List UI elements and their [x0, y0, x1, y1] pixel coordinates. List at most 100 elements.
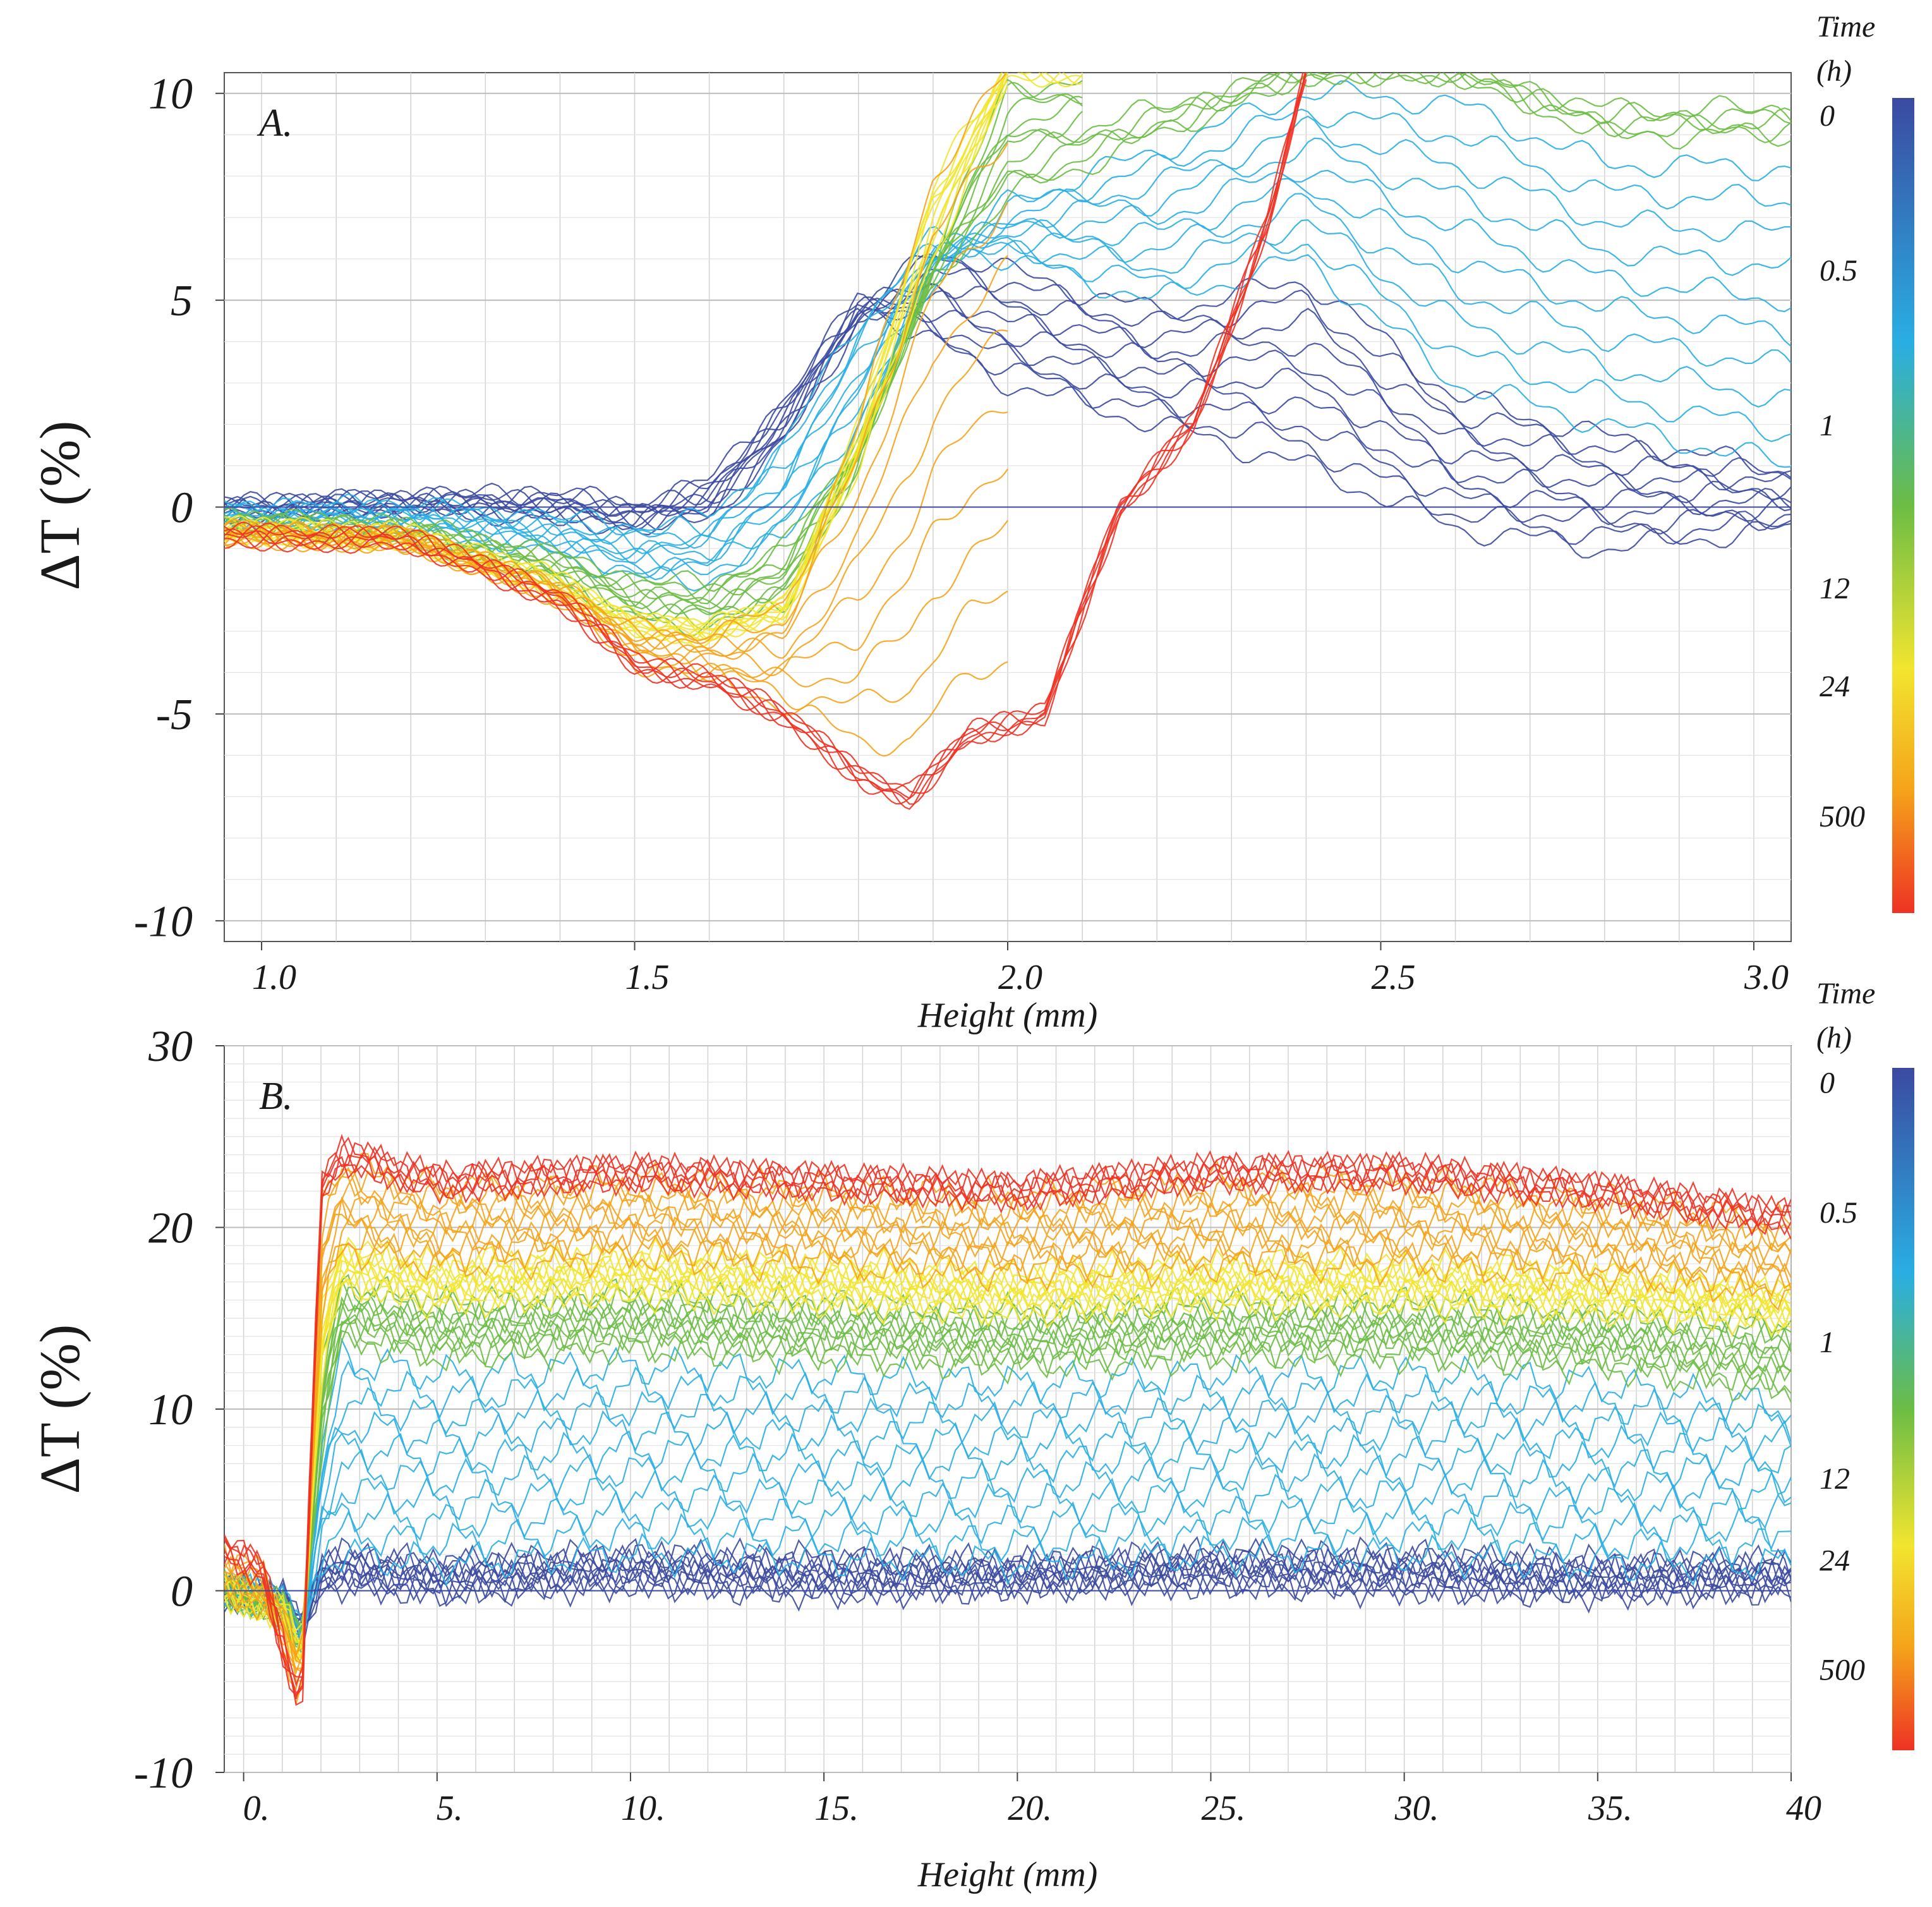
series-line-0.5h — [224, 1360, 1791, 1629]
x-tick-label: 10. — [621, 1789, 665, 1828]
series-line-0.5h — [224, 1387, 1791, 1642]
series-line-0h — [224, 1538, 1791, 1627]
colorbar-label: 12 — [1820, 1462, 1850, 1496]
panel-b-series — [224, 1134, 1791, 1706]
series-line-0.5h — [224, 1510, 1791, 1632]
panel-b-ylabel: ΔT (%) — [29, 1324, 92, 1494]
series-line-12h — [224, 73, 1003, 648]
x-tick-label: 1.0 — [252, 958, 296, 997]
x-tick-label: 30. — [1394, 1789, 1439, 1828]
series-line-500h — [224, 1141, 1791, 1700]
x-tick-label: 5. — [437, 1789, 463, 1828]
series-line-0h — [224, 1535, 1791, 1623]
series-line-0.5h — [224, 115, 1791, 581]
series-line-0h — [224, 1553, 1791, 1635]
series-line-24h — [224, 468, 1008, 682]
panel-a-label: A. — [257, 102, 293, 145]
panel-b-colorbar: Time (h) 0 0.5 1 12 24 500 — [1816, 977, 1914, 1750]
x-tick-label: 20. — [1008, 1789, 1052, 1828]
colorbar-label: 24 — [1820, 1544, 1850, 1578]
series-line-12h — [224, 73, 1008, 644]
y-tick-label: 10 — [148, 1386, 193, 1434]
series-line-24h — [224, 73, 1007, 650]
y-tick-label: 0 — [171, 484, 193, 533]
x-tick-label: 0. — [243, 1789, 270, 1828]
x-tick-label: 35. — [1588, 1789, 1633, 1828]
series-line-0.5h — [224, 80, 1791, 592]
x-tick-label: 25. — [1201, 1789, 1245, 1828]
series-line-0.5h — [224, 137, 1791, 572]
panel-b-colorbar-title: Time — [1816, 977, 1875, 1010]
series-line-12h — [224, 1236, 1791, 1642]
panel-b-xlabel: Height (mm) — [917, 1855, 1098, 1894]
panel-b-colorbar-unit: (h) — [1816, 1021, 1852, 1055]
series-line-1h — [224, 1286, 1791, 1649]
x-tick-label: 40 — [1786, 1789, 1821, 1828]
colorbar-label: 1 — [1820, 409, 1835, 442]
colorbar-label: 1 — [1820, 1326, 1835, 1359]
series-line-0.5h — [224, 1430, 1791, 1645]
series-line-1h — [224, 1318, 1791, 1635]
series-line-0h — [224, 1550, 1791, 1628]
x-tick-label: 3.0 — [1744, 958, 1789, 997]
series-line-0.5h — [224, 1337, 1791, 1638]
series-line-500h — [224, 73, 1307, 799]
series-line-500h — [224, 1143, 1791, 1697]
series-line-0.5h — [224, 1410, 1791, 1657]
series-line-0h — [224, 292, 1791, 526]
series-line-24h — [224, 524, 1008, 710]
y-tick-label: -10 — [134, 897, 193, 946]
x-tick-label: 2.0 — [998, 958, 1042, 997]
panel-a-colorbar-unit: (h) — [1816, 54, 1852, 88]
series-line-24h — [224, 1196, 1791, 1653]
panel-a-ylabel: ΔT (%) — [29, 421, 92, 591]
series-line-0.5h — [224, 193, 1791, 555]
series-line-1h — [224, 1276, 1791, 1657]
x-tick-label: 1.5 — [625, 958, 670, 997]
series-line-1h — [224, 73, 1791, 610]
series-line-0.5h — [224, 1448, 1791, 1621]
series-line-1h — [224, 1318, 1791, 1647]
series-line-1h — [224, 1285, 1791, 1637]
series-line-24h — [224, 1225, 1791, 1675]
series-line-0h — [224, 253, 1791, 536]
x-tick-label: 2.5 — [1371, 958, 1415, 997]
panel-b-label: B. — [259, 1075, 293, 1118]
colorbar-label: 500 — [1820, 800, 1865, 833]
series-line-0h — [224, 267, 1791, 531]
series-line-24h — [224, 1232, 1791, 1668]
colorbar-label: 0 — [1820, 99, 1835, 133]
series-line-0.5h — [224, 1468, 1791, 1637]
panel-b-grid — [224, 1045, 1792, 1773]
series-line-0.5h — [224, 219, 1791, 549]
panel-a-xlabel: Height (mm) — [917, 996, 1098, 1035]
colorbar-label: 500 — [1820, 1653, 1865, 1686]
panel-a-xticks: 1.0 1.5 2.0 2.5 3.0 — [252, 941, 1789, 997]
series-line-12h — [224, 1247, 1791, 1644]
panel-b-colorbar-gradient — [1892, 1068, 1914, 1750]
colorbar-label: 0.5 — [1820, 254, 1857, 288]
panel-a-colorbar: Time (h) 0 0.5 1 12 24 500 — [1816, 10, 1914, 913]
y-tick-label: 0 — [171, 1568, 193, 1616]
series-line-12h — [224, 1252, 1791, 1661]
panel-a-colorbar-gradient — [1892, 98, 1914, 913]
series-line-500h — [224, 79, 1307, 794]
panel-b-xticks: 0. 5. 10. 15. 20. 25. 30. 35. 40 — [243, 1772, 1821, 1828]
series-line-0.5h — [224, 178, 1791, 564]
colorbar-label: 0.5 — [1820, 1196, 1857, 1230]
series-line-1h — [224, 73, 1791, 604]
colorbar-label: 0 — [1820, 1067, 1835, 1100]
series-line-0.5h — [224, 108, 1791, 578]
series-line-24h — [224, 1190, 1791, 1669]
colorbar-label: 12 — [1820, 572, 1850, 605]
series-line-12h — [224, 1240, 1791, 1663]
series-line-0h — [224, 303, 1791, 559]
y-tick-label: -5 — [156, 691, 193, 739]
y-tick-label: 30 — [148, 1022, 193, 1071]
panel-a-colorbar-title: Time — [1816, 10, 1875, 44]
series-line-500h — [224, 1142, 1791, 1678]
x-tick-label: 15. — [814, 1789, 859, 1828]
